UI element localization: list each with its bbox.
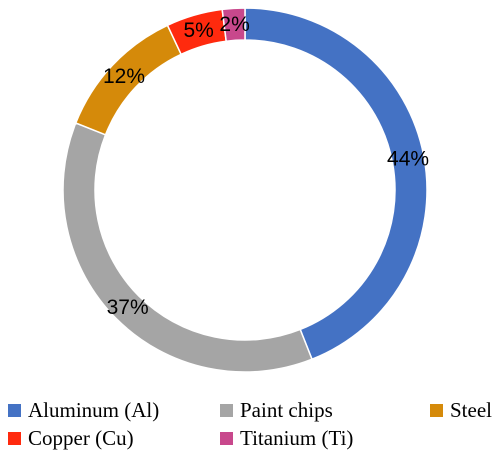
- data-label-aluminum: 44%: [387, 147, 429, 170]
- legend-label-steel: Steel: [450, 398, 492, 422]
- data-label-titanium: 2%: [219, 13, 249, 36]
- donut-chart: 44% 37% 12% 5% 2%: [62, 7, 429, 373]
- legend-label-paint-chips: Paint chips: [240, 398, 333, 422]
- legend-item-aluminum: Aluminum (Al): [8, 398, 159, 423]
- legend-label-copper: Copper (Cu): [28, 426, 134, 450]
- data-label-paint-chips: 37%: [107, 296, 149, 319]
- donut-data-labels: 44% 37% 12% 5% 2%: [103, 13, 429, 319]
- legend-swatch-titanium: [220, 432, 233, 445]
- legend-item-steel: Steel: [430, 398, 492, 423]
- legend-item-copper: Copper (Cu): [8, 426, 134, 451]
- slice-aluminum: [244, 7, 428, 361]
- slice-paint-chips: [62, 122, 313, 373]
- legend-swatch-copper: [8, 432, 21, 445]
- legend-label-aluminum: Aluminum (Al): [28, 398, 160, 422]
- legend-swatch-steel: [430, 404, 443, 417]
- chart-legend: Aluminum (Al) Paint chips Steel Copper (…: [0, 390, 500, 454]
- data-label-steel: 12%: [103, 65, 145, 88]
- legend-swatch-aluminum: [8, 404, 21, 417]
- donut-slices: [62, 7, 428, 373]
- legend-item-titanium: Titanium (Ti): [220, 426, 353, 451]
- legend-swatch-paint-chips: [220, 404, 233, 417]
- legend-item-paint-chips: Paint chips: [220, 398, 333, 423]
- legend-label-titanium: Titanium (Ti): [240, 426, 354, 450]
- data-label-copper: 5%: [184, 19, 214, 42]
- slice-titanium: [221, 7, 246, 43]
